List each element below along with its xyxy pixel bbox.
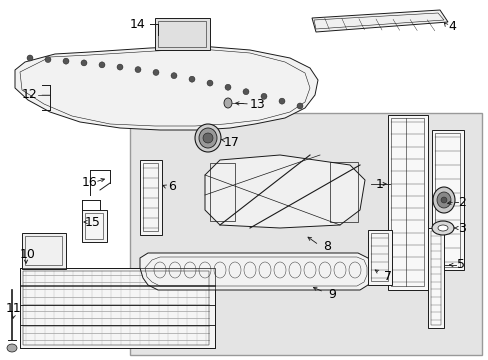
Text: 4: 4	[447, 19, 455, 32]
Bar	[430, 231, 440, 325]
Ellipse shape	[206, 80, 213, 86]
Ellipse shape	[195, 124, 221, 152]
Bar	[20, 268, 215, 286]
Ellipse shape	[81, 60, 87, 66]
Bar	[158, 21, 205, 47]
Text: 11: 11	[6, 302, 22, 315]
Bar	[427, 228, 443, 328]
Text: 17: 17	[224, 135, 240, 148]
Ellipse shape	[135, 67, 141, 73]
Text: 9: 9	[327, 288, 335, 301]
Ellipse shape	[7, 344, 17, 352]
Bar	[367, 230, 391, 285]
Ellipse shape	[261, 93, 266, 99]
Ellipse shape	[296, 103, 303, 109]
Text: 15: 15	[85, 216, 101, 229]
Ellipse shape	[153, 69, 159, 76]
Polygon shape	[15, 46, 317, 130]
Text: 1: 1	[375, 177, 383, 190]
Bar	[20, 305, 215, 325]
Text: 13: 13	[250, 99, 265, 112]
Text: 8: 8	[323, 240, 330, 253]
Bar	[387, 115, 427, 290]
Bar	[20, 285, 215, 305]
Polygon shape	[204, 155, 364, 228]
Polygon shape	[140, 253, 371, 290]
Ellipse shape	[437, 225, 447, 231]
Ellipse shape	[63, 58, 69, 64]
Ellipse shape	[243, 89, 248, 95]
Ellipse shape	[199, 128, 217, 148]
Ellipse shape	[99, 62, 105, 68]
Bar	[85, 213, 103, 239]
Text: 6: 6	[168, 180, 176, 194]
Bar	[20, 268, 215, 348]
Bar	[130, 113, 481, 355]
Bar	[431, 130, 463, 270]
Bar	[434, 133, 459, 267]
Bar	[329, 162, 357, 222]
Ellipse shape	[203, 133, 213, 143]
Text: 10: 10	[20, 248, 36, 261]
Bar	[23, 271, 208, 345]
Bar	[25, 236, 62, 265]
Text: 12: 12	[22, 89, 38, 102]
Text: 5: 5	[456, 258, 464, 271]
Ellipse shape	[432, 187, 454, 213]
Ellipse shape	[436, 192, 450, 208]
Bar	[155, 18, 209, 50]
Text: 2: 2	[457, 195, 465, 208]
Bar	[140, 160, 162, 235]
Text: 16: 16	[82, 176, 98, 189]
Ellipse shape	[189, 76, 195, 82]
Bar	[82, 210, 107, 242]
Ellipse shape	[279, 98, 285, 104]
Bar	[142, 163, 158, 231]
Ellipse shape	[45, 57, 51, 63]
Ellipse shape	[171, 73, 177, 78]
Text: 3: 3	[457, 221, 465, 234]
Ellipse shape	[117, 64, 123, 70]
Bar	[20, 325, 215, 348]
Ellipse shape	[440, 197, 446, 203]
Ellipse shape	[27, 55, 33, 61]
Bar	[370, 233, 387, 281]
Text: 7: 7	[383, 270, 391, 283]
Bar	[390, 118, 423, 286]
Bar	[22, 233, 66, 269]
Text: 14: 14	[130, 18, 145, 31]
Bar	[209, 163, 235, 221]
Ellipse shape	[431, 221, 453, 235]
Ellipse shape	[224, 98, 231, 108]
Polygon shape	[311, 10, 447, 32]
Ellipse shape	[224, 84, 230, 90]
